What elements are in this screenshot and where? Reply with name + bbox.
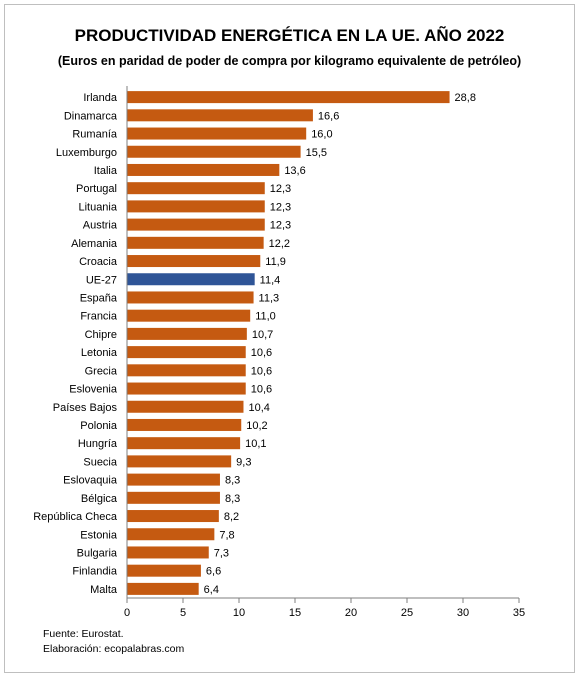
bar-1: [127, 109, 313, 122]
bar-20: [127, 455, 232, 468]
bar-6: [127, 200, 265, 213]
value-label-16: 10,6: [251, 384, 272, 396]
category-label-18: Polonia: [80, 420, 118, 432]
category-label-13: Chipre: [85, 329, 117, 341]
value-label-9: 11,9: [265, 256, 286, 268]
bar-9: [127, 255, 261, 268]
category-label-8: Alemania: [71, 238, 118, 250]
x-tick-label-0: 0: [124, 607, 130, 619]
category-label-2: Rumanía: [72, 129, 118, 141]
category-label-23: República Checa: [33, 511, 118, 523]
chart-subtitle: (Euros en paridad de poder de compra por…: [57, 54, 522, 68]
bar-18: [127, 418, 242, 431]
value-label-26: 6,6: [206, 566, 221, 578]
bar-4: [127, 163, 280, 176]
chart-title: PRODUCTIVIDAD ENERGÉTICA EN LA UE. AÑO 2…: [74, 26, 505, 45]
value-label-6: 12,3: [270, 201, 291, 213]
x-tick-label-6: 30: [457, 607, 469, 619]
category-label-24: Estonia: [80, 529, 118, 541]
value-label-3: 15,5: [306, 147, 327, 159]
value-label-14: 10,6: [251, 347, 272, 359]
x-tick-label-2: 10: [233, 607, 245, 619]
value-label-15: 10,6: [251, 365, 272, 377]
bar-8: [127, 236, 264, 249]
category-label-20: Suecia: [83, 456, 118, 468]
category-label-21: Eslovaquia: [63, 475, 118, 487]
value-label-27: 6,4: [204, 584, 219, 596]
bar-25: [127, 546, 209, 559]
bar-21: [127, 473, 220, 486]
bar-10: [127, 273, 255, 286]
bar-13: [127, 327, 247, 340]
bar-17: [127, 400, 244, 413]
category-label-14: Letonia: [81, 347, 118, 359]
bar-11: [127, 291, 254, 304]
bar-19: [127, 437, 241, 450]
value-label-12: 11,0: [255, 311, 276, 323]
value-label-22: 8,3: [225, 493, 240, 505]
bar-3: [127, 145, 301, 158]
value-label-23: 8,2: [224, 511, 239, 523]
category-label-15: Grecia: [85, 365, 118, 377]
value-label-0: 28,8: [455, 92, 476, 104]
value-label-7: 12,3: [270, 220, 291, 232]
category-label-0: Irlanda: [83, 92, 118, 104]
category-label-1: Dinamarca: [64, 110, 118, 122]
category-label-11: España: [80, 292, 118, 304]
x-tick-label-7: 35: [513, 607, 525, 619]
value-label-5: 12,3: [270, 183, 291, 195]
category-label-25: Bulgaria: [77, 547, 118, 559]
bar-24: [127, 528, 215, 541]
x-tick-label-4: 20: [345, 607, 357, 619]
category-label-9: Croacia: [79, 256, 118, 268]
bar-22: [127, 491, 220, 504]
category-label-27: Malta: [90, 584, 118, 596]
value-label-24: 7,8: [219, 529, 234, 541]
bar-2: [127, 127, 307, 140]
credit-note: Elaboración: ecopalabras.com: [43, 643, 185, 655]
category-label-19: Hungría: [78, 438, 118, 450]
value-label-13: 10,7: [252, 329, 273, 341]
value-label-20: 9,3: [236, 456, 251, 468]
value-label-17: 10,4: [248, 402, 269, 414]
x-tick-label-3: 15: [289, 607, 301, 619]
category-label-5: Portugal: [76, 183, 117, 195]
category-label-10: UE-27: [86, 274, 117, 286]
bar-16: [127, 382, 246, 395]
value-label-21: 8,3: [225, 475, 240, 487]
bar-12: [127, 309, 251, 322]
category-label-17: Países Bajos: [53, 402, 118, 414]
value-label-25: 7,3: [214, 547, 229, 559]
bar-0: [127, 91, 450, 104]
category-label-3: Luxemburgo: [56, 147, 117, 159]
value-label-8: 12,2: [269, 238, 290, 250]
category-label-22: Bélgica: [81, 493, 118, 505]
value-label-2: 16,0: [311, 129, 332, 141]
value-label-4: 13,6: [284, 165, 305, 177]
bar-14: [127, 346, 246, 359]
value-label-1: 16,6: [318, 110, 339, 122]
category-label-12: Francia: [80, 311, 118, 323]
bar-26: [127, 564, 201, 577]
value-label-11: 11,3: [259, 292, 280, 304]
bar-7: [127, 218, 265, 231]
bar-15: [127, 364, 246, 377]
value-label-19: 10,1: [245, 438, 266, 450]
source-note: Fuente: Eurostat.: [43, 628, 124, 640]
x-tick-label-5: 25: [401, 607, 413, 619]
bar-23: [127, 510, 219, 523]
value-label-18: 10,2: [246, 420, 267, 432]
x-tick-label-1: 5: [180, 607, 186, 619]
category-label-6: Lituania: [78, 201, 117, 213]
category-label-16: Eslovenia: [69, 384, 118, 396]
category-label-7: Austria: [83, 220, 118, 232]
bar-27: [127, 582, 199, 595]
category-label-26: Finlandia: [72, 566, 118, 578]
value-label-10: 11,4: [260, 274, 281, 286]
bar-5: [127, 182, 265, 195]
category-label-4: Italia: [94, 165, 118, 177]
